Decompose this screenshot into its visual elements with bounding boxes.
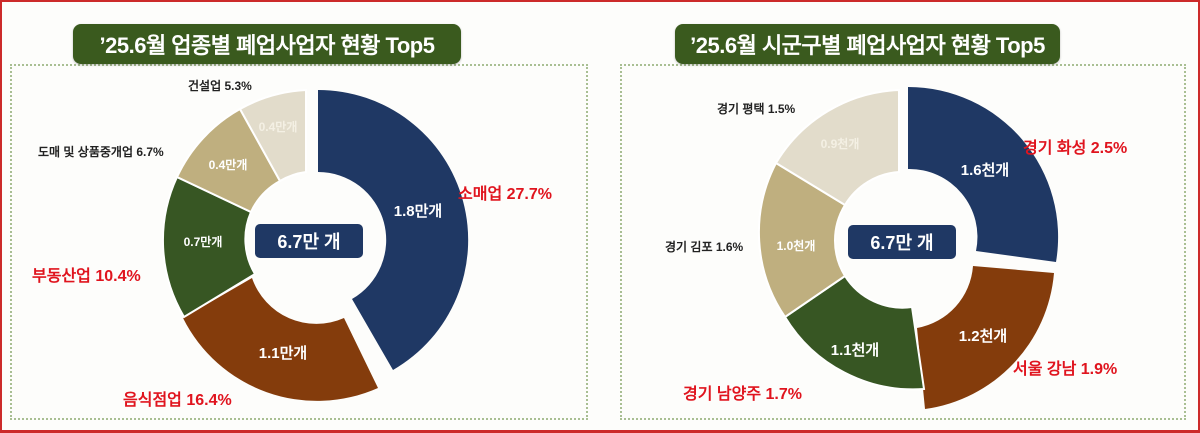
- industry-chart-panel: [10, 64, 588, 420]
- callout-restaurant: 음식점업 16.4%: [123, 392, 232, 409]
- segment-namyangju[interactable]: [783, 274, 926, 391]
- industry-donut: 1.8만개 1.1만개 0.7만개 0.4만개 0.4만개: [161, 88, 469, 401]
- callout-retail: 소매업 27.7%: [458, 186, 552, 203]
- segment-label-real-estate: 0.7만개: [184, 234, 223, 249]
- callout-wholesale: 도매 및 상품중개업 6.7%: [38, 145, 164, 159]
- callout-gimpo: 경기 김포 1.6%: [665, 240, 744, 254]
- segment-label-gangnam: 1.2천개: [959, 327, 1007, 345]
- segment-hwaseong[interactable]: [908, 86, 1059, 262]
- region-chart-panel: [620, 64, 1186, 420]
- segment-label-retail: 1.8만개: [394, 202, 442, 220]
- callout-hwaseong: 경기 화성 2.5%: [1023, 140, 1128, 157]
- segment-label-pyeongtaek: 0.9천개: [821, 136, 860, 151]
- segment-label-gimpo: 1.0천개: [777, 238, 816, 253]
- callout-namyangju: 경기 남양주 1.7%: [683, 386, 802, 403]
- callout-construction: 건설업 5.3%: [188, 79, 252, 93]
- segment-gangnam[interactable]: [917, 266, 1054, 409]
- segment-label-hwaseong: 1.6천개: [961, 161, 1009, 179]
- segment-label-wholesale: 0.4만개: [209, 157, 248, 172]
- industry-total-badge: 6.7만 개: [255, 224, 363, 258]
- industry-chart-title: ’25.6월 업종별 폐업사업자 현황 Top5: [73, 24, 461, 64]
- region-donut: 1.6천개 1.2천개 1.1천개 1.0천개 0.9천개: [757, 86, 1059, 409]
- segment-gimpo[interactable]: [757, 161, 847, 319]
- segment-label-construction: 0.4만개: [259, 119, 298, 134]
- callout-real-estate: 부동산업 10.4%: [32, 268, 141, 285]
- region-total-badge: 6.7만 개: [848, 225, 956, 259]
- segment-real-estate[interactable]: [161, 175, 257, 319]
- segment-pyeongtaek[interactable]: [774, 88, 900, 207]
- segment-restaurant[interactable]: [183, 278, 378, 401]
- callout-gangnam: 서울 강남 1.9%: [1013, 361, 1118, 378]
- callout-pyeongtaek: 경기 평택 1.5%: [717, 102, 796, 116]
- segment-label-namyangju: 1.1천개: [831, 341, 879, 359]
- segment-label-restaurant: 1.1만개: [259, 344, 307, 362]
- segment-construction[interactable]: [238, 88, 307, 183]
- region-chart-title: ’25.6월 시군구별 폐업사업자 현황 Top5: [675, 24, 1060, 64]
- segment-retail[interactable]: [318, 89, 469, 370]
